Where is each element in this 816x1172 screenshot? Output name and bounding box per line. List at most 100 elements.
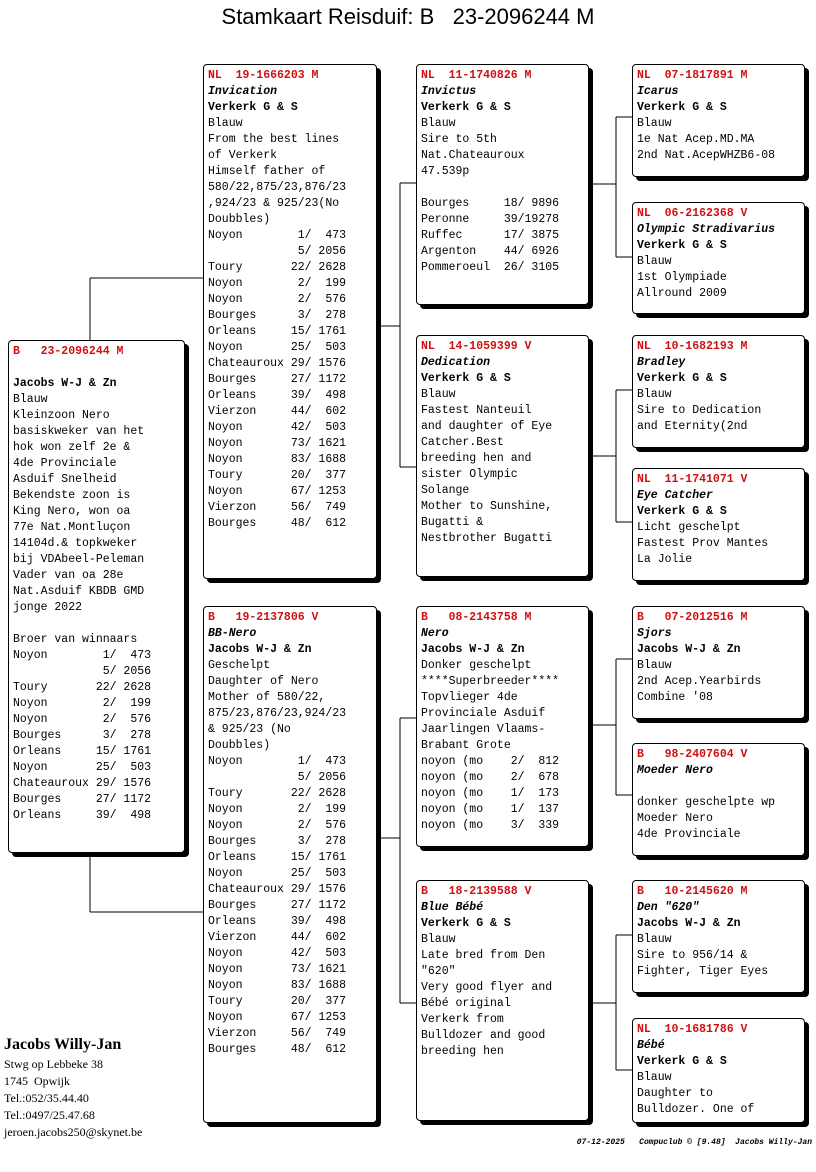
spacer [421, 180, 588, 196]
pigeon-card: B 08-2143758 M Nero Jacobs W-J & Zn Donker … [416, 606, 589, 847]
info-line: Kleinzoon Nero [13, 409, 110, 422]
owner-name: Jacobs Willy-Jan [4, 1036, 122, 1053]
title: Stamkaart Reisduif: B 23-2096244 M [221, 4, 595, 29]
info-line: Bourges 48/ 612 [208, 1043, 347, 1056]
info-line: Noyon 42/ 503 [208, 421, 347, 434]
info-line: & 925/23 (No [208, 723, 291, 736]
info-line: Fastest Prov Mantes [637, 537, 769, 550]
breeder: Jacobs W-J & Zn [637, 643, 741, 656]
info-line: Noyon 67/ 1253 [208, 1011, 347, 1024]
info-line: Bourges 27/ 1172 [13, 793, 152, 806]
pigeon-name: Blue Bébé [421, 901, 484, 914]
info-line: ,924/23 & 925/23(No [208, 197, 340, 210]
info-line: Solange [421, 484, 470, 497]
info-line: Noyon 25/ 503 [208, 867, 347, 880]
info-line: Provinciale Asduif [421, 707, 546, 720]
pigeon-name: Eye Catcher [637, 489, 713, 502]
info-line: Chateauroux 29/ 1576 [208, 883, 347, 896]
pigeon-card: NL 14-1059399 V Dedication Verkerk G & S Bl… [416, 335, 589, 577]
breeder: Jacobs W-J & Zn [637, 917, 741, 930]
pigeon-card: NL 11-1741071 V Eye Catcher Verkerk G & S L… [632, 468, 805, 581]
info-line: Sire to Dedication [637, 404, 762, 417]
pigeon-card: NL 10-1682193 M Bradley Verkerk G & S Blauw… [632, 335, 805, 448]
breeder: Verkerk G & S [637, 239, 727, 252]
info-line: Blauw [421, 117, 456, 130]
info-line: Argenton 44/ 6926 [421, 245, 560, 258]
info-line: Chateauroux 29/ 1576 [208, 357, 347, 370]
ring-number: NL 11-1740826 M [421, 69, 532, 82]
info-line: and daughter of Eye [421, 420, 553, 433]
info-line: Blauw [637, 117, 672, 130]
ring-number: B 08-2143758 M [421, 611, 532, 624]
info-line: Nestbrother Bugatti [421, 532, 553, 545]
info-line: Blauw [13, 393, 48, 406]
info-line: 1e Nat Acep.MD.MA [637, 133, 755, 146]
info-line: 1st Olympiade [637, 271, 727, 284]
info-line: Licht geschelpt [637, 521, 741, 534]
info-line: Bébé original [421, 997, 511, 1010]
pigeon-name: Nero [421, 627, 449, 640]
info-line: Bourges 27/ 1172 [208, 899, 347, 912]
info-line: Toury 22/ 2628 [13, 681, 152, 694]
ring-number: B 10-2145620 M [637, 885, 748, 898]
info-line: Orleans 15/ 1761 [208, 325, 347, 338]
pigeon-name: BB-Nero [208, 627, 257, 640]
breeder: Verkerk G & S [637, 1055, 727, 1068]
breeder: Jacobs W-J & Zn [421, 643, 525, 656]
info-line: breeding hen [421, 1045, 504, 1058]
info-line: Bugatti & [421, 516, 484, 529]
pigeon-name [13, 360, 184, 376]
info-line: Orleans 39/ 498 [208, 915, 347, 928]
ring-number: B 19-2137806 V [208, 611, 319, 624]
info-line: Bekendste zoon is [13, 489, 131, 502]
pigeon-card: NL 19-1666203 M Invication Verkerk G & S Bl… [203, 64, 377, 579]
info-line: 5/ 2056 [208, 771, 347, 784]
info-line: Toury 20/ 377 [208, 469, 347, 482]
info-line: 14104d.& topkweker [13, 537, 138, 550]
info-line: Topvlieger 4de [421, 691, 518, 704]
info-line: Blauw [637, 659, 672, 672]
info-line: Blauw [208, 117, 243, 130]
info-line: Geschelpt [208, 659, 271, 672]
info-line: Combine '08 [637, 691, 713, 704]
breeder: Verkerk G & S [421, 101, 511, 114]
info-line: Noyon 83/ 1688 [208, 979, 347, 992]
ring-number: NL 19-1666203 M [208, 69, 319, 82]
info-line: Bulldozer. One of [637, 1103, 755, 1116]
ring-number: NL 14-1059399 V [421, 340, 532, 353]
info-line: basiskweker van het [13, 425, 145, 438]
info-line: Noyon 1/ 473 [13, 649, 152, 662]
info-line: Himself father of [208, 165, 326, 178]
info-line: Nat.Asduif KBDB GMD [13, 585, 145, 598]
info-line: Noyon 2/ 199 [13, 697, 152, 710]
ring-number: B 98-2407604 V [637, 748, 748, 761]
info-line: Brabant Grote [421, 739, 511, 752]
info-line: bij VDAbeel-Peleman [13, 553, 145, 566]
breeder: Verkerk G & S [637, 101, 727, 114]
ring-number: B 23-2096244 M [13, 345, 124, 358]
info-line: Very good flyer and [421, 981, 553, 994]
info-line: noyon (mo 2/ 678 [421, 771, 560, 784]
info-line: Mother of 580/22, [208, 691, 326, 704]
ring-number: NL 06-2162368 V [637, 207, 748, 220]
info-line: Noyon 1/ 473 [208, 755, 347, 768]
ring-number: B 07-2012516 M [637, 611, 748, 624]
pigeon-card: NL 07-1817891 M Icarus Verkerk G & S Blauw 1… [632, 64, 805, 177]
ring-number: B 18-2139588 V [421, 885, 532, 898]
info-line: breeding hen and [421, 452, 532, 465]
info-line: Daughter to [637, 1087, 713, 1100]
info-line: of Verkerk [208, 149, 278, 162]
info-line: Bourges 3/ 278 [208, 309, 347, 322]
info-line: Daughter of Nero [208, 675, 319, 688]
info-line: La Jolie [637, 553, 693, 566]
info-line: ****Superbreeder**** [421, 675, 560, 688]
info-line: Noyon 42/ 503 [208, 947, 347, 960]
info-line: Bourges 48/ 612 [208, 517, 347, 530]
info-line: King Nero, won oa [13, 505, 131, 518]
info-line: noyon (mo 1/ 137 [421, 803, 560, 816]
pigeon-name: Sjors [637, 627, 672, 640]
info-line: Orleans 39/ 498 [208, 389, 347, 402]
info-line: Bourges 3/ 278 [13, 729, 152, 742]
